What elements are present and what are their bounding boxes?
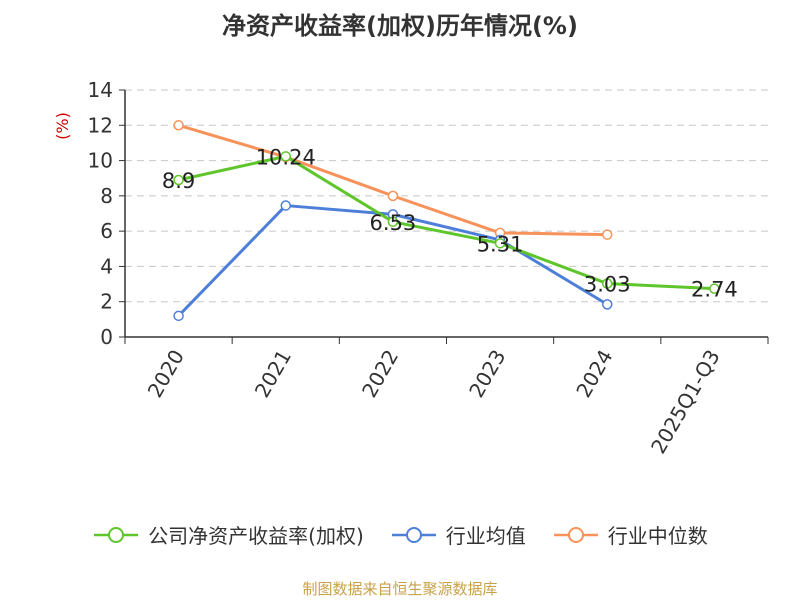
data-point <box>173 310 184 322</box>
legend-marker-company <box>94 526 139 543</box>
data-point <box>602 299 613 310</box>
y-tick-label: 0 <box>100 325 113 349</box>
chart-title: 净资产收益率(加权)历年情况(%) <box>222 12 578 40</box>
data-point <box>173 120 184 131</box>
x-tick-label: 2025Q1-Q3 <box>646 346 725 458</box>
data-label: 6.53 <box>370 211 417 235</box>
y-tick-label: 4 <box>100 254 113 278</box>
data-label: 5.31 <box>477 232 524 256</box>
series-line <box>178 154 715 291</box>
legend-label-industry-median: 行业中位数 <box>607 524 708 548</box>
legend-item-industry-median[interactable]: 行业中位数 <box>552 520 708 549</box>
x-tick-label: 2024 <box>571 346 617 402</box>
data-point <box>280 151 291 162</box>
x-tick-label: 2022 <box>357 346 403 402</box>
legend-marker-industry-mean <box>391 526 436 543</box>
legend: 公司净资产收益率(加权) 行业均值 行业中位数 <box>0 520 800 549</box>
y-tick-label: 12 <box>88 113 113 137</box>
source-note: 制图数据来自恒生聚源数据库 <box>302 580 498 598</box>
data-point <box>173 174 184 186</box>
data-label: 2.74 <box>691 278 738 302</box>
data-point <box>494 238 506 249</box>
data-label: 10.24 <box>256 145 316 169</box>
y-tick-label: 8 <box>100 184 113 208</box>
data-point <box>280 200 291 211</box>
data-label: 8.9 <box>162 169 195 193</box>
x-tick-label: 2023 <box>464 346 510 402</box>
data-label: 3.03 <box>584 273 631 297</box>
legend-label-industry-mean: 行业均值 <box>445 524 526 548</box>
data-point <box>709 283 720 294</box>
legend-marker-industry-median <box>553 526 598 543</box>
y-tick-label: 6 <box>100 219 113 243</box>
legend-item-industry-mean[interactable]: 行业均值 <box>390 520 526 549</box>
x-tick-label: 2020 <box>143 346 189 402</box>
y-tick-label: 14 <box>88 78 113 102</box>
legend-item-company[interactable]: 公司净资产收益率(加权) <box>92 520 364 549</box>
y-tick-label: 2 <box>100 290 113 314</box>
x-tick-label: 2021 <box>250 346 296 402</box>
y-axis-label: (%) <box>53 112 72 140</box>
y-tick-label: 10 <box>88 149 113 173</box>
data-point <box>602 278 613 289</box>
data-point <box>387 190 399 202</box>
legend-label-company: 公司净资产收益率(加权) <box>148 524 364 548</box>
data-point <box>387 216 399 228</box>
data-point <box>602 229 613 240</box>
